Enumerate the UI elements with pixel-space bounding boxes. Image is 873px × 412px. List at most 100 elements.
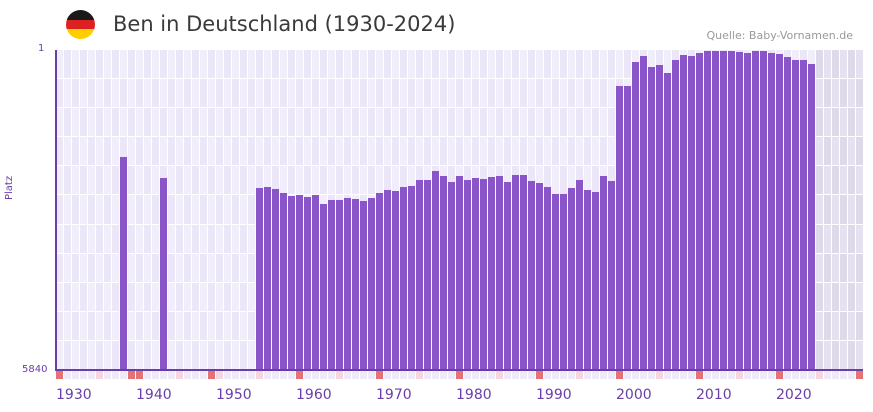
bar-2003[interactable] [640,56,647,370]
grid-cell [424,137,431,166]
bar-2005[interactable] [656,65,663,370]
grid-cell [488,79,495,108]
bar-1993[interactable] [560,194,567,370]
grid-cell [464,50,471,79]
bar-2014[interactable] [728,51,735,370]
grid-cell [544,137,551,166]
bar-1989[interactable] [528,181,535,370]
bar-1988[interactable] [520,175,527,370]
bar-1994[interactable] [568,188,575,370]
bar-1980[interactable] [456,176,463,370]
bar-2019[interactable] [768,53,775,370]
bar-2023[interactable] [800,60,807,370]
bar-1997[interactable] [592,192,599,370]
bar-1970[interactable] [376,193,383,370]
bar-1971[interactable] [384,190,391,370]
bar-1972[interactable] [392,191,399,370]
grid-cell [216,108,223,137]
bar-1992[interactable] [552,194,559,370]
bar-1998[interactable] [600,176,607,370]
bar-1991[interactable] [544,187,551,370]
bar-1955[interactable] [256,188,263,370]
bar-2021[interactable] [784,57,791,370]
bar-1974[interactable] [408,186,415,370]
bar-2024[interactable] [808,64,815,370]
bar-1990[interactable] [536,183,543,370]
bar-1967[interactable] [352,199,359,370]
year-marker [104,371,111,379]
bar-2001[interactable] [624,86,631,370]
bar-1978[interactable] [440,176,447,370]
bar-1962[interactable] [312,195,319,370]
flag-stripe-black [66,10,95,20]
bar-1956[interactable] [264,187,271,370]
bar-1975[interactable] [416,180,423,370]
bar-1938[interactable] [120,156,127,370]
bar-1979[interactable] [448,182,455,370]
bar-2016[interactable] [744,53,751,370]
grid-cell [608,166,615,195]
bar-2004[interactable] [648,67,655,370]
grid-cell [176,311,183,340]
grid-cell [144,253,151,282]
year-marker [592,371,599,379]
grid-cell [248,340,255,369]
bar-2018[interactable] [760,51,767,370]
bar-1995[interactable] [576,180,583,370]
grid-cell [80,253,87,282]
bar-2020[interactable] [776,54,783,370]
bar-1957[interactable] [272,189,279,370]
grid-cell [528,137,535,166]
bar-1969[interactable] [368,198,375,370]
bar-2009[interactable] [688,56,695,370]
bar-1959[interactable] [288,196,295,370]
bar-1977[interactable] [432,171,439,370]
bar-2007[interactable] [672,60,679,370]
bar-1985[interactable] [496,176,503,370]
bar-1996[interactable] [584,190,591,370]
grid-cell [408,50,415,79]
bar-1986[interactable] [504,182,511,370]
grid-cell [592,166,599,195]
grid-cell [64,253,71,282]
grid-cell [312,137,319,166]
bar-1973[interactable] [400,187,407,370]
bar-2022[interactable] [792,60,799,370]
bar-1968[interactable] [360,201,367,370]
grid-cell [240,195,247,224]
bar-1963[interactable] [320,204,327,370]
bar-1966[interactable] [344,198,351,370]
bar-2002[interactable] [632,62,639,370]
bar-1958[interactable] [280,193,287,370]
bar-1943[interactable] [160,178,167,370]
bar-1984[interactable] [488,177,495,370]
year-marker [208,371,215,379]
bar-2017[interactable] [752,51,759,370]
grid-cell [176,50,183,79]
bar-1987[interactable] [512,175,519,370]
grid-cell [448,79,455,108]
bar-2012[interactable] [712,51,719,370]
bar-1983[interactable] [480,179,487,370]
bar-2008[interactable] [680,55,687,370]
bar-1961[interactable] [304,197,311,370]
bar-1976[interactable] [424,180,431,370]
bar-2006[interactable] [664,73,671,370]
bar-2013[interactable] [720,51,727,370]
bar-2015[interactable] [736,52,743,370]
bar-1965[interactable] [336,200,343,370]
bar-2010[interactable] [696,53,703,370]
bar-1999[interactable] [608,181,615,370]
bar-1964[interactable] [328,200,335,370]
bar-1960[interactable] [296,195,303,370]
bar-2000[interactable] [616,86,623,370]
grid-cell [64,224,71,253]
grid-cell [376,108,383,137]
bar-2011[interactable] [704,51,711,370]
grid-cell [216,253,223,282]
grid-cell [832,108,839,137]
bar-1981[interactable] [464,180,471,370]
year-marker [848,371,855,379]
bar-1982[interactable] [472,178,479,370]
grid-cell [192,311,199,340]
